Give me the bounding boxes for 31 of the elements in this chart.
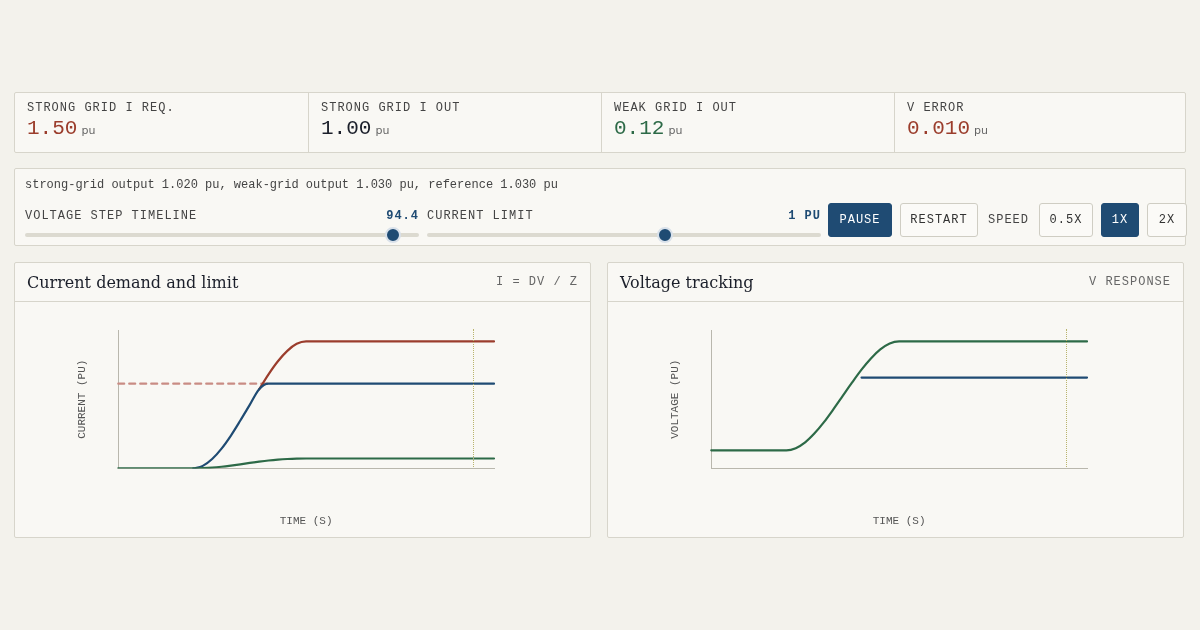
text: VOLTAGE STEP TIMELINE <box>25 209 198 223</box>
y-axis-title: VOLTAGE (PU) <box>668 359 681 439</box>
text: 0.12 <box>614 117 665 140</box>
text: 0.5X <box>1039 203 1094 237</box>
chart-title: Current demand and limit <box>27 272 239 292</box>
text: I = DV / Z <box>495 275 578 289</box>
text: strong-grid output 1.020 pu, weak-grid output 1.030 pu, reference 1.030 pu <box>25 178 558 192</box>
text: STRONG GRID I OUT <box>321 101 462 115</box>
text: STRONG GRID I REQ. <box>27 101 176 115</box>
x-axis-title: TIME (S) <box>872 515 926 528</box>
text: WEAK GRID I OUT <box>614 101 739 115</box>
text: 1.50 <box>27 117 78 140</box>
text: 1 PU <box>788 209 821 223</box>
text: 1.00 <box>321 117 372 140</box>
text: 1X <box>1101 203 1140 237</box>
text: pu <box>375 124 390 137</box>
text: 94.4 <box>386 209 419 223</box>
text: 2X <box>1147 203 1188 237</box>
text: 0.010 <box>907 117 971 140</box>
text: pu <box>81 124 96 137</box>
text: pu <box>668 124 683 137</box>
text: SPEED <box>988 213 1030 227</box>
text: PAUSE <box>828 203 892 237</box>
x-axis-title: TIME (S) <box>279 515 333 528</box>
text: V RESPONSE <box>1088 275 1171 289</box>
text: pu <box>974 124 988 137</box>
chart-title: Voltage tracking <box>620 272 754 292</box>
text: CURRENT LIMIT <box>427 209 534 223</box>
text: RESTART <box>900 203 978 237</box>
y-axis-title: CURRENT (PU) <box>75 359 88 439</box>
text: V ERROR <box>907 101 966 115</box>
